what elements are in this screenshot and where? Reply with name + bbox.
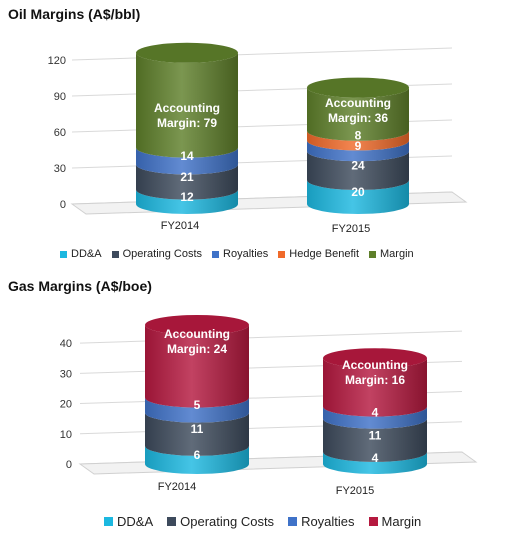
- bar-segment: [136, 52, 238, 158]
- legend-item: Operating Costs: [167, 514, 274, 529]
- legend-label: Royalties: [223, 248, 269, 260]
- bar-segment: [145, 324, 249, 408]
- data-label: 20: [351, 185, 365, 199]
- data-label-line: Accounting: [325, 96, 391, 110]
- y-tick-label: 120: [48, 55, 66, 67]
- bar-segment: [323, 406, 427, 429]
- legend-swatch: [369, 250, 377, 258]
- legend-swatch: [167, 517, 177, 526]
- bar-segment: [323, 418, 427, 462]
- legend-swatch: [288, 517, 298, 526]
- bar-segment: [145, 445, 249, 474]
- bar-segment: [307, 140, 409, 162]
- legend-item: Royalties: [212, 248, 268, 260]
- legend-item: Margin: [369, 248, 414, 260]
- data-label: 14: [180, 149, 194, 163]
- x-category-label: FY2015: [332, 223, 371, 235]
- bar-segment: [307, 151, 409, 190]
- data-label: 12: [180, 190, 194, 204]
- x-category-label: FY2014: [158, 481, 197, 493]
- legend-swatch: [60, 250, 67, 258]
- bar-segment: [323, 358, 427, 417]
- legend: DD&A Operating Costs Royalties Hedge Ben…: [60, 248, 414, 260]
- legend-label: Hedge Benefit: [289, 248, 360, 260]
- data-label-line: Accounting: [164, 327, 230, 341]
- gridline: [79, 330, 463, 344]
- bar-segment: [145, 397, 249, 423]
- data-label-line: Margin: 24: [167, 342, 227, 356]
- x-category-label: FY2015: [336, 485, 375, 497]
- data-label-line: Margin: 79: [157, 116, 217, 130]
- bar-segment: [323, 451, 427, 474]
- legend-swatch: [111, 250, 119, 258]
- bar-segment: [145, 412, 249, 456]
- legend-label: Margin: [381, 514, 422, 529]
- bar-segment: [136, 147, 238, 175]
- bar-top-cap: [145, 314, 249, 335]
- chart-title: Gas Margins (A$/boe): [8, 278, 152, 294]
- y-tick-label: 0: [66, 459, 72, 471]
- y-tick-label: 60: [54, 127, 66, 139]
- data-label: 4: [372, 406, 379, 420]
- data-label: Accounting Margin: 79: [154, 101, 220, 130]
- y-tick-label: 30: [60, 368, 72, 380]
- chart-title: Oil Margins (A$/bbl): [8, 6, 141, 22]
- legend-item: Hedge Benefit: [278, 248, 359, 260]
- legend-item: DD&A: [60, 248, 102, 260]
- y-tick-label: 40: [60, 338, 72, 350]
- legend-label: Operating Costs: [180, 514, 275, 529]
- bar-top-cap: [307, 77, 409, 98]
- y-tick-label: 20: [60, 399, 72, 411]
- data-label: 21: [180, 170, 194, 184]
- data-label-line: Accounting: [154, 101, 220, 115]
- legend: DD&A Operating Costs Royalties Margin: [104, 514, 421, 529]
- gridline: [71, 47, 453, 61]
- legend-item: Royalties: [288, 514, 355, 529]
- legend-item: Operating Costs: [111, 248, 203, 260]
- data-label-line: Margin: 16: [345, 373, 405, 387]
- legend-item: Margin: [368, 514, 422, 529]
- data-label: 6: [194, 448, 201, 462]
- y-tick-label: 0: [60, 199, 66, 211]
- oil-margins-panel: Oil Margins (A$/bbl) 0 30 60 90 120 12 21 14 Acc…: [0, 0, 506, 270]
- data-label-line: Margin: 36: [328, 111, 388, 125]
- data-label: 11: [191, 422, 204, 436]
- data-label: 9: [355, 139, 362, 153]
- data-label: Accounting Margin: 24: [164, 327, 230, 356]
- bar-top-cap: [136, 42, 238, 63]
- data-label: 4: [372, 451, 379, 465]
- legend-swatch: [278, 250, 286, 258]
- y-tick-label: 30: [54, 163, 66, 175]
- bar-segment: [136, 189, 238, 214]
- bar-segment: [307, 130, 409, 151]
- x-category-label: FY2014: [161, 220, 200, 232]
- gas-margins-panel: Gas Margins (A$/boe) 0 10 20 30 40 6 11 5 Accoun…: [0, 272, 506, 556]
- data-label: 5: [194, 398, 201, 412]
- y-tick-label: 10: [60, 429, 72, 441]
- data-label: 24: [351, 159, 365, 173]
- legend-label: Royalties: [301, 514, 355, 529]
- legend-item: DD&A: [104, 514, 153, 529]
- legend-swatch: [212, 250, 220, 258]
- legend-swatch: [104, 517, 113, 526]
- data-label: 11: [369, 428, 382, 442]
- bar-segment: [307, 180, 409, 214]
- data-label: 8: [355, 129, 362, 143]
- bar-segment: [136, 164, 238, 200]
- bar-top-cap: [323, 348, 427, 369]
- bar-segment: [307, 87, 409, 141]
- y-tick-label: 90: [54, 91, 66, 103]
- legend-swatch: [368, 517, 378, 526]
- data-label: Accounting Margin: 16: [342, 358, 408, 387]
- legend-label: DD&A: [71, 248, 102, 260]
- legend-label: Operating Costs: [122, 248, 203, 260]
- legend-label: DD&A: [117, 514, 154, 529]
- data-label: Accounting Margin: 36: [325, 96, 391, 125]
- legend-label: Margin: [380, 248, 414, 260]
- data-label-line: Accounting: [342, 358, 408, 372]
